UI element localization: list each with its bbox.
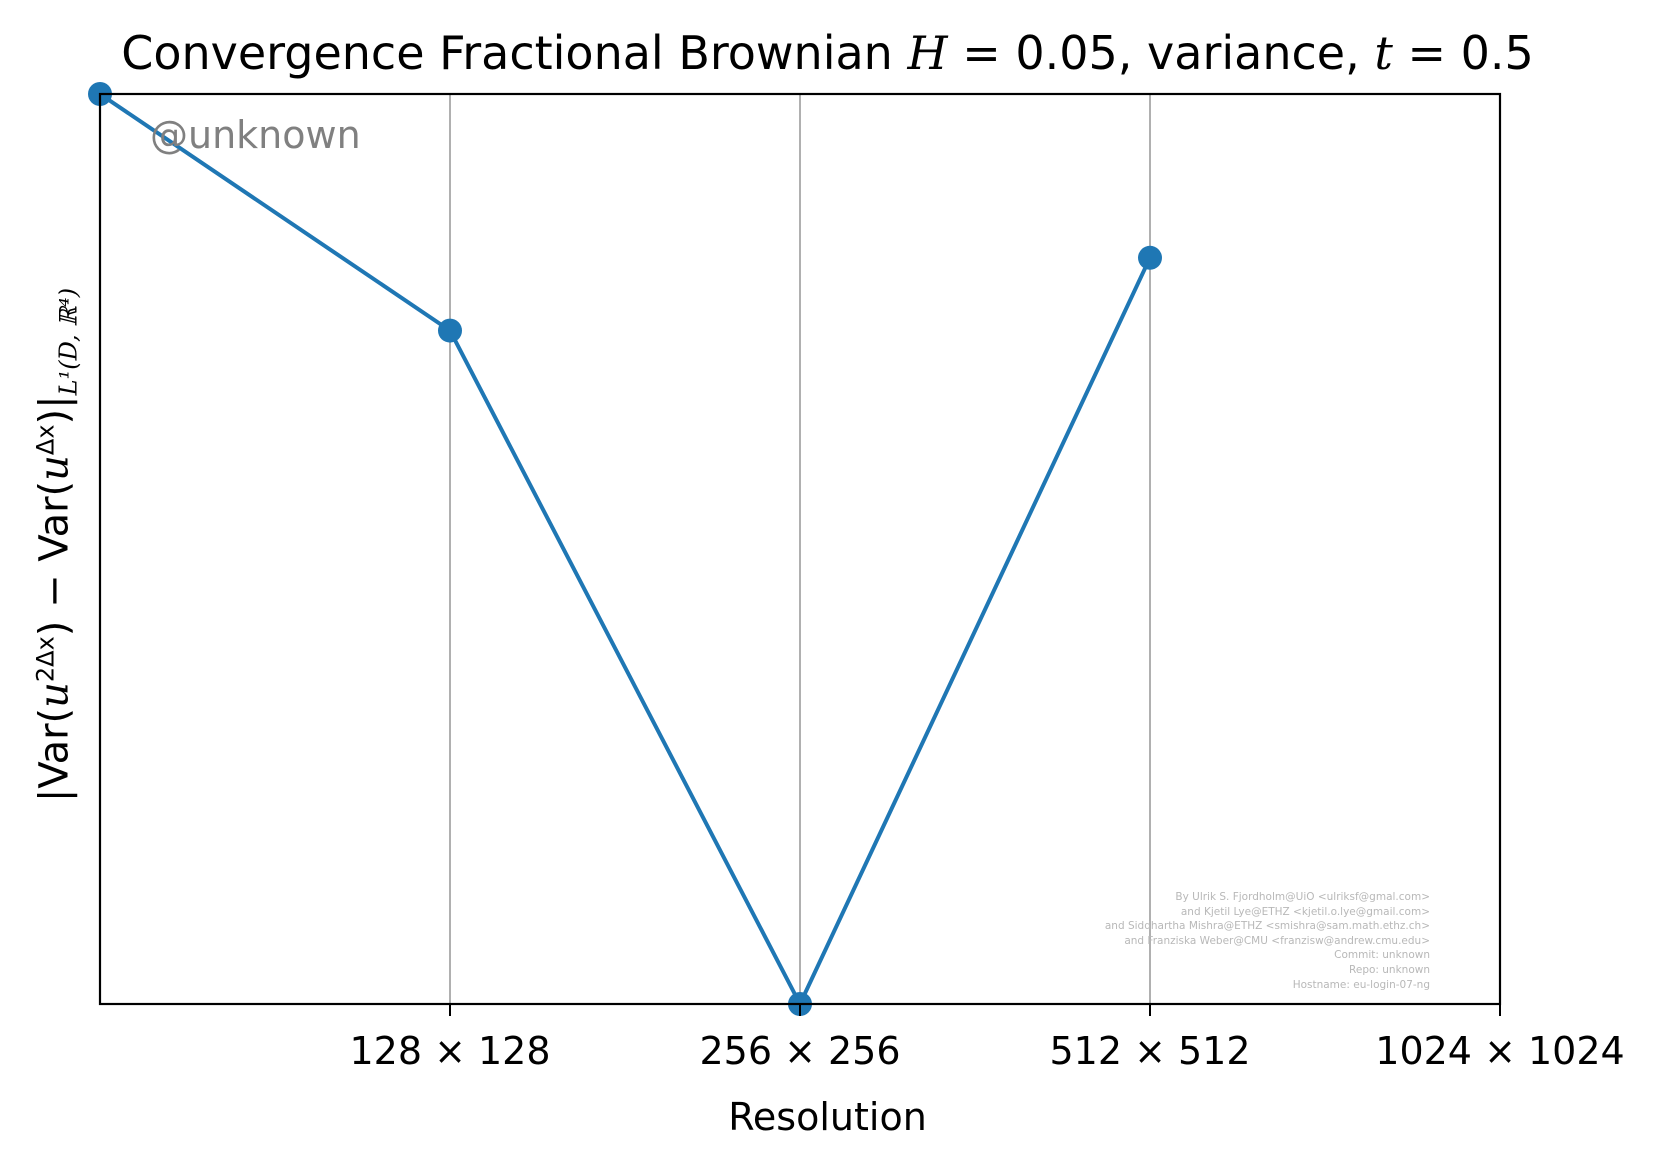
x-axis-label: Resolution bbox=[728, 1095, 927, 1139]
credit-line: and Siddhartha Mishra@ETHZ <smishra@sam.… bbox=[1104, 920, 1430, 933]
watermark: @unknown bbox=[150, 113, 361, 157]
series-points-layer bbox=[88, 82, 1162, 1016]
ylabel-part2: ) − Var( bbox=[31, 480, 78, 637]
ylabel-u1: u bbox=[31, 682, 78, 708]
grid-layer bbox=[449, 94, 1151, 1004]
credits-block: By Ulrik S. Fjordholm@UiO <ulriksf@gmal.… bbox=[1105, 890, 1430, 992]
title-t-symbol: t bbox=[1374, 26, 1393, 80]
title-h-value: = 0.05, variance, bbox=[947, 26, 1375, 80]
credit-line: and Franziska Weber@CMU <franzisw@andrew… bbox=[1124, 934, 1430, 947]
credit-line: By Ulrik S. Fjordholm@UiO <ulriksf@gmal.… bbox=[1175, 891, 1430, 903]
x-tick-label: 256 × 256 bbox=[699, 1029, 900, 1073]
credit-line: Hostname: eu-login-07-ng bbox=[1292, 978, 1430, 991]
ylabel-sup2: Δx bbox=[31, 424, 60, 456]
series-line bbox=[98, 92, 1152, 1006]
x-tick-label: 512 × 512 bbox=[1049, 1029, 1250, 1073]
ylabel-sup1: 2Δx bbox=[31, 636, 60, 683]
ylabel-part1: |Var( bbox=[31, 707, 78, 803]
x-tick-label: 1024 × 1024 bbox=[1375, 1029, 1624, 1073]
chart-title: Convergence Fractional Brownian H = 0.05… bbox=[0, 26, 1655, 80]
data-point bbox=[1138, 245, 1162, 270]
ylabel-sub: L¹(D, ℝ⁴) bbox=[54, 287, 83, 396]
title-prefix: Convergence Fractional Brownian bbox=[121, 26, 908, 80]
series-line-layer bbox=[98, 92, 1152, 1006]
y-axis-label: |Var(u2Δx) − Var(uΔx)|L¹(D, ℝ⁴) bbox=[31, 288, 82, 802]
data-point bbox=[438, 318, 462, 343]
credit-line: and Kjetil Lye@ETHZ <kjetil.o.lye@gmail.… bbox=[1180, 905, 1430, 918]
title-h-symbol: H bbox=[907, 26, 948, 80]
credit-line: Repo: unknown bbox=[1349, 963, 1430, 976]
credit-line: Commit: unknown bbox=[1334, 949, 1430, 962]
ylabel-u2: u bbox=[31, 455, 78, 481]
ylabel-part3: )| bbox=[31, 395, 78, 425]
x-tick-layer: 128 × 128 256 × 256 512 × 512 1024 × 1024 bbox=[349, 1004, 1625, 1073]
title-t-value: = 0.5 bbox=[1392, 26, 1534, 80]
x-tick-label: 128 × 128 bbox=[349, 1029, 550, 1073]
